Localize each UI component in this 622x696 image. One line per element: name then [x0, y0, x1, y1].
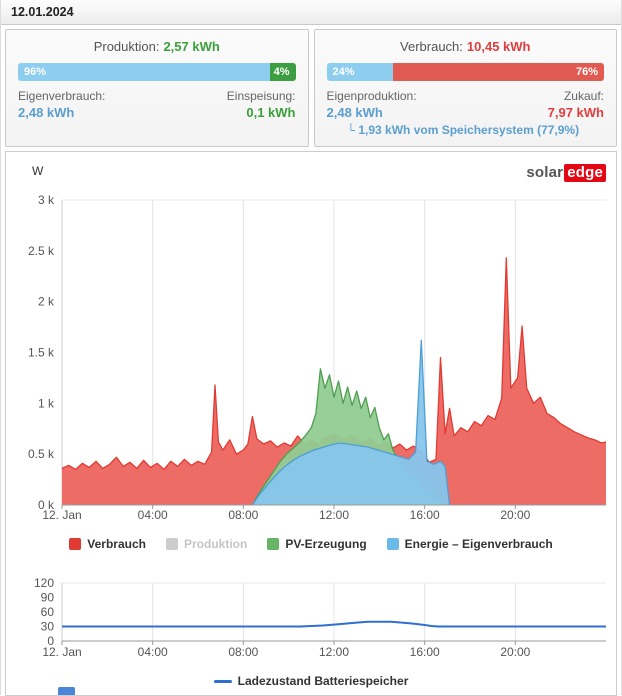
svg-text:04:00: 04:00	[138, 645, 168, 659]
legend-square-marker	[165, 538, 178, 550]
production-bar-export-pct: 4%	[273, 66, 290, 78]
logo-edge-text: edge	[564, 164, 606, 182]
production-bar-selfuse-pct: 96%	[24, 66, 47, 78]
svg-text:08:00: 08:00	[228, 645, 258, 659]
production-title: Produktion: 2,57 kWh	[6, 30, 308, 54]
svg-text:2.5 k: 2.5 k	[28, 244, 55, 258]
svg-text:12:00: 12:00	[319, 508, 349, 522]
selfconsumption-value: 2,48 kWh	[18, 105, 75, 120]
selfproduction-label: Eigenproduktion:	[326, 89, 417, 103]
charts-panel: W solar edge 12. Jan 04:00 08:00 12:00 16:00 2…	[5, 151, 617, 696]
purchase-value: 7,97 kWh	[547, 105, 604, 120]
chart-header: W solar edge	[6, 152, 616, 186]
legend-item[interactable]: PV-Erzeugung	[267, 537, 367, 551]
production-ratio-bar: 96% 4%	[18, 63, 296, 81]
svg-text:12. Jan: 12. Jan	[42, 508, 81, 522]
consumption-title-label: Verbrauch:	[400, 39, 463, 54]
legend-label: PV-Erzeugung	[285, 537, 367, 551]
feedin-stat: Einspeisung: 0,1 kWh	[227, 89, 296, 120]
consumption-ratio-bar: 24% 76%	[326, 63, 604, 81]
purchase-label: Zukauf:	[563, 89, 604, 103]
selfconsumption-label: Eigenverbrauch:	[18, 89, 106, 103]
summary-cards: Produktion: 2,57 kWh 96% 4% Eigenverbrauc…	[1, 25, 621, 151]
selfconsumption-stat: Eigenverbrauch: 2,48 kWh	[18, 89, 105, 120]
production-card: Produktion: 2,57 kWh 96% 4% Eigenverbrauc…	[5, 29, 309, 147]
consumption-stats: Eigenproduktion: 2,48 kWh Zukauf: 7,97 k…	[315, 89, 617, 120]
battery-chart-legend: Ladezustand Batteriespeicher	[6, 674, 616, 688]
svg-text:1.5 k: 1.5 k	[28, 346, 55, 360]
feedin-label: Einspeisung:	[226, 89, 296, 103]
consumption-bar-selfprod-pct: 24%	[332, 66, 355, 78]
legend-item[interactable]: Verbrauch	[69, 537, 146, 551]
consumption-bar-purchase-segment: 76%	[393, 63, 604, 81]
battery-chart[interactable]: 12. Jan 04:00 08:00 12:00 16:00 20:00 03060901…	[6, 569, 618, 661]
consumption-bar-selfprod-segment: 24%	[326, 63, 394, 81]
svg-text:12. Jan: 12. Jan	[42, 645, 81, 659]
svg-text:90: 90	[41, 591, 55, 605]
legend-line-marker	[213, 679, 232, 683]
svg-text:3 k: 3 k	[38, 193, 55, 207]
consumption-bar-purchase-pct: 76%	[575, 66, 598, 78]
date-label: 12.01.2024	[11, 5, 74, 19]
battery-chart-wrap: 12. Jan 04:00 08:00 12:00 16:00 20:00 0 30 60 90 1…	[6, 569, 616, 666]
svg-text:2 k: 2 k	[38, 295, 55, 309]
date-header: 12.01.2024	[1, 0, 621, 25]
svg-text:120: 120	[34, 576, 54, 590]
production-bar-export-segment: 4%	[269, 63, 296, 81]
svg-text:04:00: 04:00	[138, 508, 168, 522]
solaredge-logo: solar edge	[526, 164, 606, 182]
y-axis-unit-label: W	[32, 164, 44, 178]
legend-label: Produktion	[183, 537, 248, 551]
legend-square-marker	[69, 538, 82, 550]
svg-text:20:00: 20:00	[500, 508, 530, 522]
production-title-label: Produktion:	[93, 39, 160, 54]
legend-label: Energie – Eigenverbrauch	[404, 537, 553, 551]
power-chart-legend: Verbrauch Produktion PV-Erzeugung Energie –…	[6, 537, 616, 551]
consumption-title: Verbrauch: 10,45 kWh	[315, 30, 617, 54]
svg-text:12:00: 12:00	[319, 645, 349, 659]
selfproduction-stat: Eigenproduktion: 2,48 kWh	[327, 89, 417, 120]
svg-text:1 k: 1 k	[38, 396, 55, 410]
production-title-value: 2,57 kWh	[163, 39, 220, 54]
logo-solar-text: solar	[526, 164, 564, 181]
legend-square-marker	[386, 538, 399, 550]
svg-text:16:00: 16:00	[410, 508, 440, 522]
consumption-card: Verbrauch: 10,45 kWh 24% 76% Eigenprodukt…	[313, 29, 617, 147]
svg-text:16:00: 16:00	[410, 645, 440, 659]
svg-text:20:00: 20:00	[500, 645, 530, 659]
legend-square-marker	[267, 538, 280, 550]
legend-item[interactable]: Ladezustand Batteriespeicher	[213, 674, 409, 688]
legend-item[interactable]: Produktion	[165, 537, 248, 551]
consumption-title-value: 10,45 kWh	[466, 39, 531, 54]
svg-text:0: 0	[47, 634, 54, 648]
partial-element-bottom[interactable]	[58, 687, 75, 695]
purchase-stat: Zukauf: 7,97 kWh	[548, 89, 604, 120]
svg-text:60: 60	[41, 605, 55, 619]
selfproduction-value: 2,48 kWh	[326, 105, 383, 120]
legend-label: Verbrauch	[87, 537, 146, 551]
svg-text:0 k: 0 k	[38, 498, 55, 512]
power-chart[interactable]: 12. Jan 04:00 08:00 12:00 16:00 20:00 0 k 0.5 k…	[6, 186, 618, 524]
svg-text:08:00: 08:00	[228, 508, 258, 522]
legend-label: Ladezustand Batteriespeicher	[237, 674, 409, 688]
feedin-value: 0,1 kWh	[246, 105, 296, 120]
production-stats: Eigenverbrauch: 2,48 kWh Einspeisung: 0,…	[6, 89, 308, 120]
legend-item[interactable]: Energie – Eigenverbrauch	[386, 537, 553, 551]
svg-text:30: 30	[41, 620, 55, 634]
production-bar-selfuse-segment: 96%	[18, 63, 270, 81]
svg-text:0.5 k: 0.5 k	[28, 447, 55, 461]
battery-contribution-note: └ 1,93 kWh vom Speichersystem (77,9%)	[346, 123, 580, 137]
